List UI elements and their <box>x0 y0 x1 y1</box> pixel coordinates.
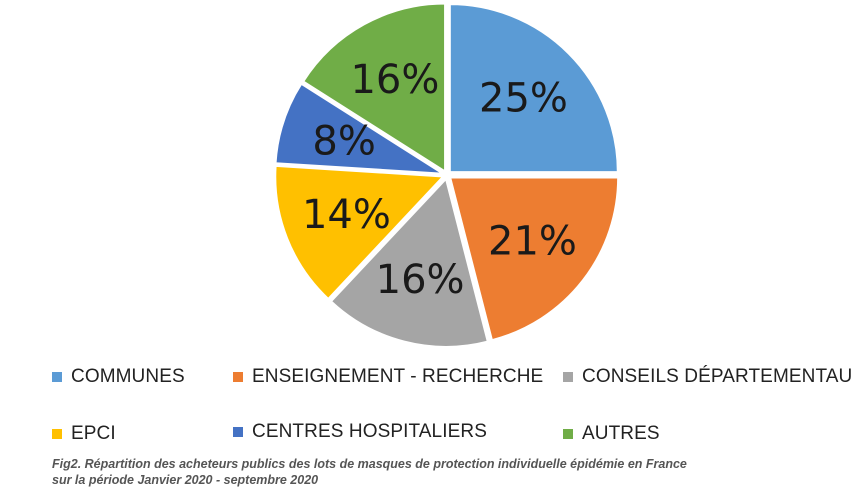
pie-chart: 25% 21% 16% 14% 8% 16% <box>274 2 620 348</box>
legend-item-epci: EPCI <box>52 423 116 445</box>
figure-caption: Fig2. Répartition des acheteurs publics … <box>52 456 687 488</box>
legend-item-autres: AUTRES <box>563 423 660 445</box>
pie-slice-conseils-departementaux <box>329 176 490 348</box>
legend-swatch <box>52 429 62 439</box>
legend-label: ENSEIGNEMENT - RECHERCHE <box>252 366 544 387</box>
legend-label: AUTRES <box>582 423 660 444</box>
pie-slice-centres-hospitaliers <box>274 82 444 175</box>
slice-label-enseignement-recherche: 21% <box>488 218 577 264</box>
slice-label-centres-hospitaliers: 8% <box>312 119 375 165</box>
legend-label: CENTRES HOSPITALIERS <box>252 421 487 442</box>
legend-item-enseignement-recherche: ENSEIGNEMENT - RECHERCHE <box>233 366 543 388</box>
legend-item-communes: COMMUNES <box>52 366 185 388</box>
legend-item-centres-hospitaliers: CENTRES HOSPITALIERS <box>233 421 487 443</box>
legend-swatch <box>233 427 243 437</box>
slice-label-communes: 25% <box>479 76 568 122</box>
caption-line-2: sur la période Janvier 2020 - septembre … <box>52 473 319 487</box>
legend-label: COMMUNES <box>71 366 185 387</box>
caption-line-1: Fig2. Répartition des acheteurs publics … <box>52 457 687 471</box>
pie-slice-enseignement-recherche <box>448 176 620 342</box>
pie-slice-epci <box>274 164 446 301</box>
legend-swatch <box>563 372 573 382</box>
slice-label-epci: 14% <box>302 192 391 238</box>
legend-item-conseils-departementaux: CONSEILS DÉPARTEMENTAUX <box>563 366 852 388</box>
legend-swatch <box>563 429 573 439</box>
legend-swatch <box>233 372 243 382</box>
slice-label-conseils-departementaux: 16% <box>376 257 465 303</box>
legend: COMMUNES ENSEIGNEMENT - RECHERCHE CONSEI… <box>0 360 852 460</box>
legend-swatch <box>52 372 62 382</box>
slice-label-autres: 16% <box>350 57 439 103</box>
legend-label: CONSEILS DÉPARTEMENTAUX <box>582 366 852 387</box>
legend-label: EPCI <box>71 423 116 444</box>
pie-slice-communes <box>448 3 619 174</box>
pie-slice-autres <box>301 2 447 174</box>
